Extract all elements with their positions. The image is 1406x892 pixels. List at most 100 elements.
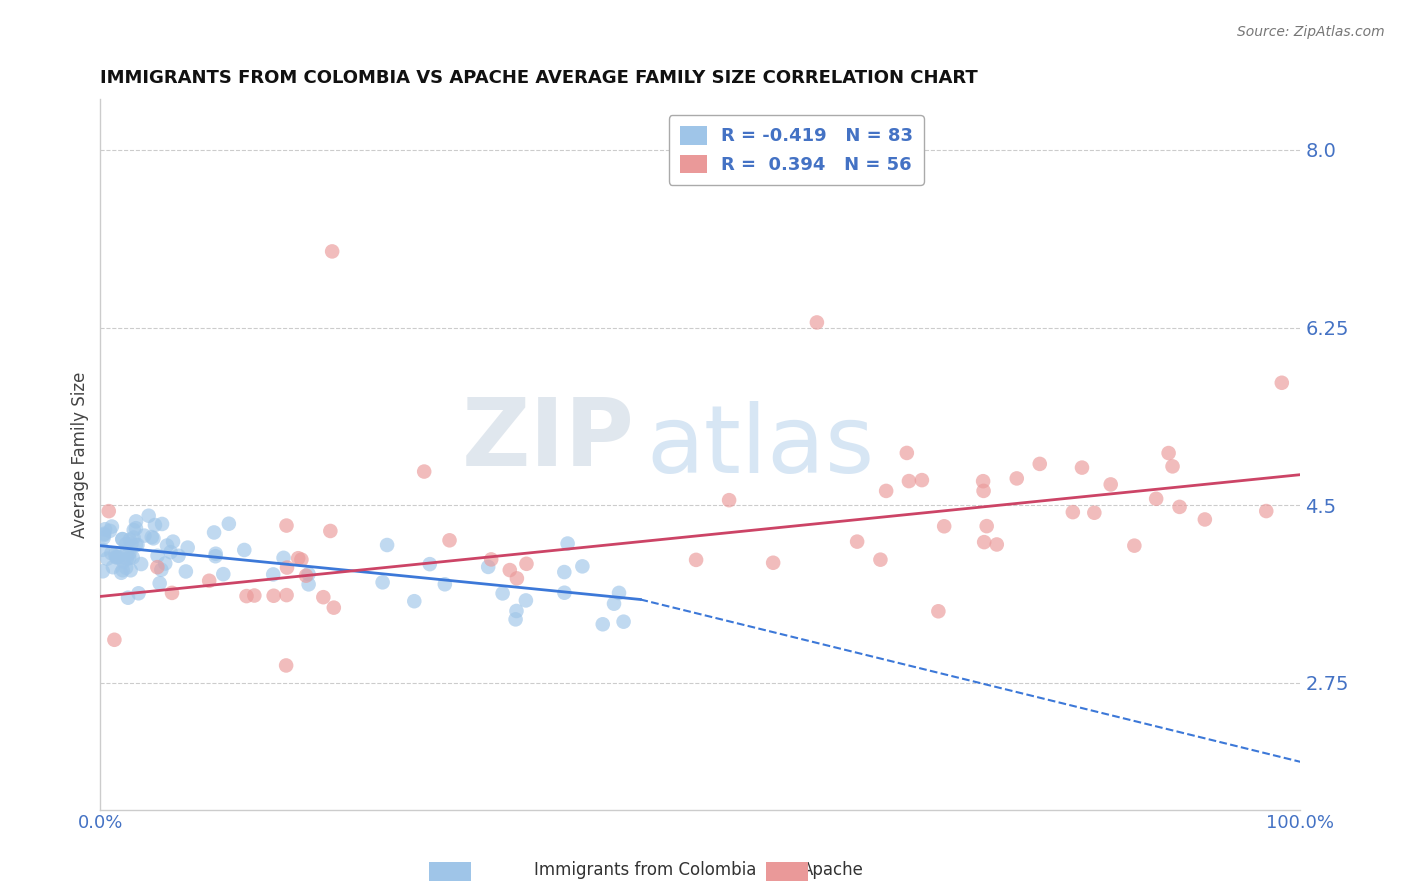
Point (1168, 500, 1191, 514)
Point (204, 549, 226, 564)
Point (479, 552, 502, 566)
Point (413, 465, 436, 479)
Point (499, 563, 522, 577)
Point (138, 508, 160, 523)
Point (806, 315, 828, 329)
Point (1256, 504, 1278, 518)
Point (91, 564, 114, 578)
Point (160, 586, 183, 600)
Point (115, 537, 138, 551)
Point (869, 552, 891, 566)
Point (553, 585, 575, 599)
Point (262, 567, 284, 582)
Point (287, 551, 309, 566)
Point (276, 560, 298, 574)
Point (553, 565, 575, 579)
Point (1005, 471, 1028, 485)
Point (134, 528, 156, 542)
Point (433, 577, 456, 591)
Point (274, 658, 297, 673)
Y-axis label: Average Family Size: Average Family Size (72, 371, 89, 538)
Point (142, 532, 165, 546)
Point (125, 538, 148, 552)
Point (505, 612, 527, 626)
Point (896, 446, 918, 460)
Point (685, 553, 707, 567)
Point (93, 528, 115, 542)
Point (111, 563, 134, 577)
Point (1123, 539, 1146, 553)
Point (103, 632, 125, 647)
Point (607, 586, 630, 600)
Point (150, 516, 173, 531)
Point (97, 504, 120, 518)
Point (202, 525, 225, 540)
Point (515, 557, 537, 571)
Point (218, 516, 240, 531)
Point (276, 588, 298, 602)
Point (762, 556, 785, 570)
Text: Apache: Apache (801, 861, 863, 879)
Point (120, 563, 142, 577)
Point (125, 514, 148, 528)
Text: ZIP: ZIP (461, 394, 634, 486)
Point (122, 523, 145, 537)
Point (104, 547, 127, 561)
Point (515, 593, 537, 607)
Point (110, 566, 132, 580)
Point (122, 531, 145, 545)
Point (972, 474, 994, 488)
Point (117, 591, 139, 605)
Point (295, 568, 318, 582)
Text: Source: ZipAtlas.com: Source: ZipAtlas.com (1237, 25, 1385, 39)
Point (897, 474, 920, 488)
Point (1194, 512, 1216, 526)
Point (298, 577, 321, 591)
Point (94, 522, 117, 536)
Point (911, 473, 934, 487)
Point (93, 526, 115, 541)
Point (297, 567, 319, 582)
Point (141, 530, 163, 544)
Point (121, 537, 143, 551)
Point (162, 534, 184, 549)
Point (322, 600, 344, 615)
Point (167, 549, 190, 563)
Point (91, 542, 114, 557)
Point (375, 538, 398, 552)
Point (104, 549, 127, 564)
Point (129, 557, 152, 571)
Point (198, 574, 221, 588)
Point (1062, 505, 1084, 519)
Point (1029, 457, 1052, 471)
Point (100, 546, 122, 560)
Point (118, 533, 141, 547)
Point (571, 559, 593, 574)
Point (263, 589, 285, 603)
Point (276, 518, 298, 533)
Point (233, 543, 256, 558)
Point (111, 532, 134, 546)
Point (115, 551, 138, 566)
Point (1071, 460, 1094, 475)
Point (121, 550, 143, 565)
Point (243, 589, 266, 603)
Point (1157, 446, 1180, 460)
Point (419, 557, 441, 571)
Text: IMMIGRANTS FROM COLOMBIA VS APACHE AVERAGE FAMILY SIZE CORRELATION CHART: IMMIGRANTS FROM COLOMBIA VS APACHE AVERA… (100, 69, 979, 87)
Point (505, 604, 527, 618)
Point (319, 524, 342, 538)
Point (321, 244, 343, 259)
Legend: R = -0.419   N = 83, R =  0.394   N = 56: R = -0.419 N = 83, R = 0.394 N = 56 (669, 115, 924, 185)
Point (101, 560, 124, 574)
Point (973, 535, 995, 549)
Point (115, 560, 138, 574)
Point (273, 550, 295, 565)
Point (1161, 459, 1184, 474)
Point (973, 483, 995, 498)
Point (718, 493, 741, 508)
Point (875, 483, 897, 498)
Point (155, 557, 177, 571)
Point (115, 544, 138, 558)
Point (1144, 491, 1167, 506)
